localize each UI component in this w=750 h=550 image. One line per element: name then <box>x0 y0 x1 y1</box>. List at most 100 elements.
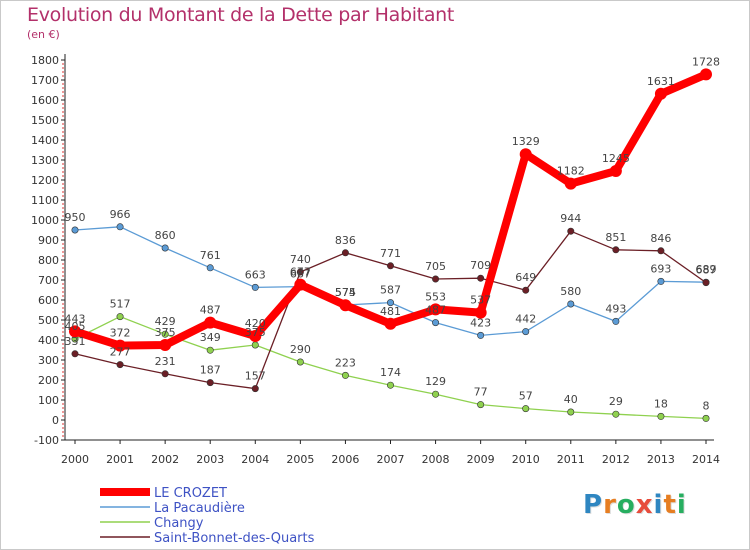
data-label: 493 <box>605 302 626 315</box>
data-label: 487 <box>200 304 221 317</box>
data-point <box>71 226 79 234</box>
data-label: 677 <box>290 266 311 279</box>
data-label: 836 <box>335 234 356 247</box>
data-point <box>522 286 530 294</box>
data-label: 649 <box>515 271 536 284</box>
data-point <box>251 341 259 349</box>
x-tick-label: 2004 <box>241 453 269 466</box>
data-label: 574 <box>335 286 356 299</box>
data-label: 966 <box>110 208 131 221</box>
data-point <box>612 317 620 325</box>
data-label: 1728 <box>692 55 720 68</box>
data-label: 129 <box>425 375 446 388</box>
logo-letter: t <box>663 490 677 520</box>
data-label: 860 <box>155 229 176 242</box>
data-label: 157 <box>245 370 266 383</box>
data-point <box>386 381 394 389</box>
data-point <box>609 165 622 177</box>
data-point <box>251 385 259 393</box>
data-point <box>206 379 214 387</box>
y-tick-label: 1800 <box>31 54 59 67</box>
logo-letter: i <box>653 490 664 520</box>
data-label: 187 <box>200 364 221 377</box>
data-point <box>339 299 352 312</box>
data-label: 174 <box>380 366 401 379</box>
data-point <box>251 283 259 291</box>
y-tick-label: 0 <box>52 414 59 427</box>
x-tick-label: 2010 <box>512 453 540 466</box>
data-label: 277 <box>110 346 131 359</box>
data-point <box>429 303 442 316</box>
data-point <box>159 339 172 351</box>
data-label: 689 <box>696 263 717 276</box>
data-point <box>432 390 440 398</box>
data-label: 77 <box>474 386 488 399</box>
x-tick-label: 2001 <box>106 453 134 466</box>
legend-label: La Pacaudière <box>154 501 245 516</box>
x-tick-label: 2008 <box>422 453 450 466</box>
data-point <box>657 247 665 255</box>
data-label: 442 <box>515 313 536 326</box>
data-label: 57 <box>519 390 533 403</box>
x-tick-label: 2002 <box>151 453 179 466</box>
data-point <box>564 177 577 190</box>
data-point <box>654 87 667 100</box>
data-point <box>522 328 530 336</box>
y-tick-label: -100 <box>34 434 59 447</box>
data-label: 349 <box>200 331 221 344</box>
y-tick-label: 1400 <box>31 134 59 147</box>
data-point <box>206 346 214 354</box>
data-label: 375 <box>155 326 176 339</box>
y-tick-label: 100 <box>38 394 59 407</box>
x-tick-label: 2007 <box>377 453 405 466</box>
data-label: 553 <box>425 290 446 303</box>
data-label: 537 <box>470 294 491 307</box>
data-point <box>477 274 485 282</box>
data-point <box>294 278 307 291</box>
data-point <box>296 358 304 366</box>
data-point <box>71 350 79 358</box>
data-point <box>204 316 217 329</box>
data-label: 481 <box>380 305 401 318</box>
data-point <box>69 325 81 338</box>
data-label: 1182 <box>557 165 585 178</box>
data-point <box>116 223 124 231</box>
data-point <box>519 148 532 161</box>
data-point <box>567 408 575 416</box>
data-label: 575 <box>335 286 356 299</box>
data-label: 443 <box>65 312 86 325</box>
data-point <box>116 313 124 321</box>
data-label: 405 <box>65 320 86 333</box>
data-point <box>341 249 349 257</box>
y-tick-label: 1300 <box>31 154 59 167</box>
data-point <box>432 319 440 327</box>
chart-subtitle: (en €) <box>27 28 60 41</box>
data-label: 663 <box>245 268 266 281</box>
legend-label: Changy <box>154 516 204 531</box>
y-tick-label: 1200 <box>31 174 59 187</box>
y-tick-label: 900 <box>38 234 59 247</box>
y-tick-label: 1500 <box>31 114 59 127</box>
data-point <box>206 264 214 272</box>
data-label: 851 <box>605 231 626 244</box>
data-point <box>384 317 397 330</box>
x-tick-label: 2006 <box>331 453 359 466</box>
x-tick-label: 2014 <box>692 453 720 466</box>
x-tick-label: 2013 <box>647 453 675 466</box>
data-point <box>702 414 710 422</box>
data-point <box>474 306 487 319</box>
data-label: 687 <box>696 264 717 277</box>
x-tick-label: 2000 <box>61 453 89 466</box>
legend-label: Saint-Bonnet-des-Quarts <box>154 531 315 546</box>
data-point <box>567 300 575 308</box>
data-label: 1631 <box>647 75 675 88</box>
y-tick-label: 1100 <box>31 194 59 207</box>
data-label: 950 <box>65 211 86 224</box>
data-point <box>116 361 124 369</box>
logo-letter: x <box>635 490 654 520</box>
data-label: 517 <box>110 298 131 311</box>
data-label: 1245 <box>602 152 630 165</box>
chart-title: Evolution du Montant de la Dette par Hab… <box>27 4 455 26</box>
data-point <box>522 405 530 413</box>
data-label: 8 <box>703 399 710 412</box>
